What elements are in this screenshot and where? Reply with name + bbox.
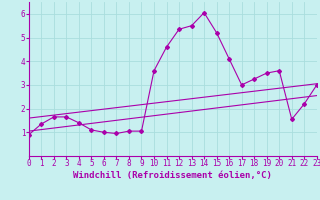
X-axis label: Windchill (Refroidissement éolien,°C): Windchill (Refroidissement éolien,°C) — [73, 171, 272, 180]
